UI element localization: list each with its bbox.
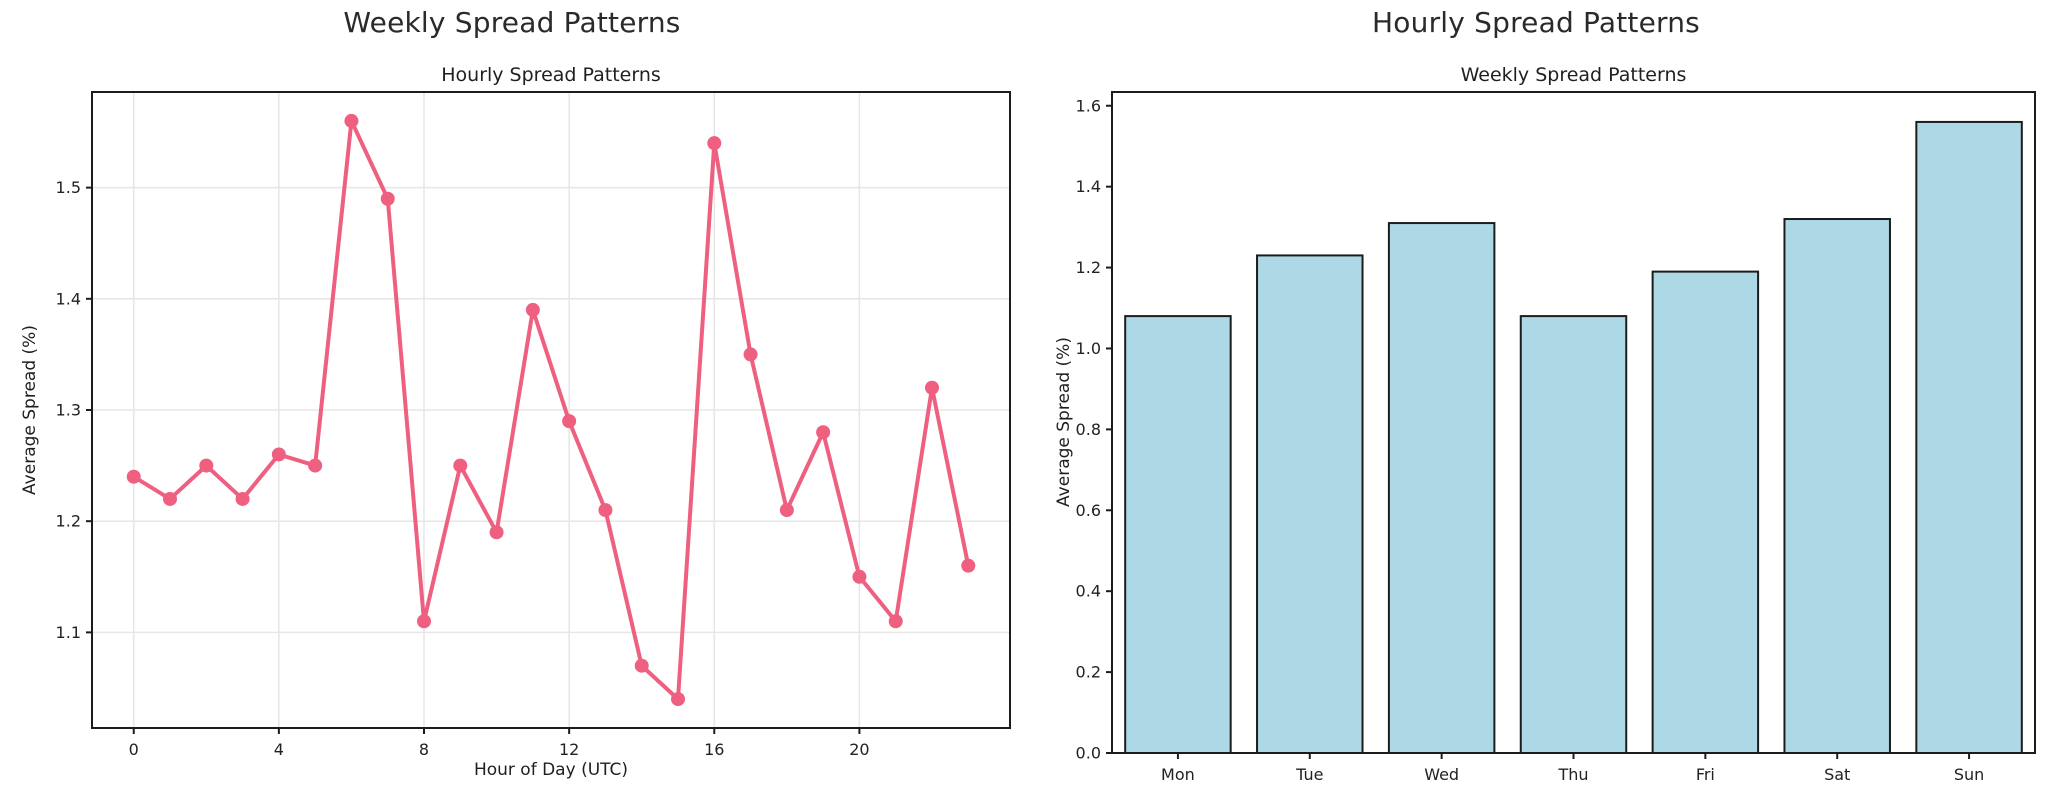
data-point-hour-17 bbox=[743, 347, 758, 362]
y-tick-label: 0.8 bbox=[1076, 420, 1101, 439]
data-point-hour-22 bbox=[924, 380, 939, 395]
x-tick-label: Fri bbox=[1696, 765, 1715, 784]
x-tick-label: Wed bbox=[1424, 765, 1459, 784]
data-point-hour-19 bbox=[816, 425, 831, 440]
y-tick-label: 1.4 bbox=[1076, 177, 1101, 196]
data-point-hour-2 bbox=[199, 458, 214, 473]
y-tick-label: 1.6 bbox=[1076, 96, 1101, 115]
left-chart-plot-area: 0 4 8 12 16 20 1.1 1.2 1.3 1.4 1.5 bbox=[56, 91, 1011, 759]
weekly-spread-bar-chart-panel: Hourly Spread Patterns Weekly Spread Pat… bbox=[1024, 0, 2048, 812]
data-point-hour-18 bbox=[779, 503, 794, 518]
data-point-hour-14 bbox=[634, 658, 649, 673]
y-tick-label: 0.2 bbox=[1076, 663, 1101, 682]
x-tick-label: 16 bbox=[704, 740, 724, 759]
right-chart-axes-title: Weekly Spread Patterns bbox=[1460, 64, 1687, 86]
data-point-hour-4 bbox=[271, 447, 286, 462]
data-point-hour-8 bbox=[417, 614, 432, 629]
x-tick-label: Tue bbox=[1295, 765, 1323, 784]
y-tick-label: 1.4 bbox=[56, 289, 81, 308]
data-point-hour-13 bbox=[598, 503, 613, 518]
y-tick-label: 1.1 bbox=[56, 623, 81, 642]
x-tick-label: 12 bbox=[559, 740, 579, 759]
bar-wed bbox=[1387, 222, 1496, 754]
x-tick-label: Thu bbox=[1557, 765, 1588, 784]
x-tick-label: Sun bbox=[1954, 765, 1984, 784]
left-chart-suptitle: Weekly Spread Patterns bbox=[343, 6, 681, 39]
y-tick-label: 1.3 bbox=[56, 401, 81, 420]
data-point-hour-11 bbox=[525, 302, 540, 317]
data-point-hour-12 bbox=[562, 414, 577, 429]
right-chart-suptitle: Hourly Spread Patterns bbox=[1372, 6, 1700, 39]
bar-sun bbox=[1915, 120, 2023, 755]
bar-tue bbox=[1256, 254, 1364, 754]
data-point-hour-0 bbox=[126, 469, 141, 484]
data-point-hour-16 bbox=[707, 136, 722, 151]
y-tick-label: 0.6 bbox=[1076, 501, 1101, 520]
data-point-hour-3 bbox=[235, 491, 250, 506]
data-point-hour-23 bbox=[961, 558, 976, 573]
y-tick-label: 1.2 bbox=[56, 512, 81, 531]
bar-fri bbox=[1651, 270, 1760, 754]
y-tick-label: 0.0 bbox=[1076, 744, 1101, 763]
y-tick-label: 1.2 bbox=[1076, 258, 1101, 277]
bar-sat bbox=[1783, 218, 1891, 754]
data-point-hour-15 bbox=[670, 692, 685, 707]
data-point-hour-7 bbox=[380, 191, 395, 206]
x-tick-label: 8 bbox=[419, 740, 429, 759]
bar-mon bbox=[1124, 315, 1232, 754]
data-point-hour-5 bbox=[308, 458, 323, 473]
data-point-hour-20 bbox=[852, 569, 867, 584]
left-chart-axes-title: Hourly Spread Patterns bbox=[441, 64, 661, 86]
x-tick-label: 20 bbox=[849, 740, 869, 759]
y-tick-label: 1.0 bbox=[1076, 339, 1101, 358]
left-chart-x-axis-label: Hour of Day (UTC) bbox=[473, 760, 629, 780]
x-tick-label: 0 bbox=[129, 740, 139, 759]
y-tick-label: 0.4 bbox=[1076, 582, 1101, 601]
x-tick-label: Mon bbox=[1161, 765, 1195, 784]
y-tick-label: 1.5 bbox=[56, 178, 81, 197]
data-point-hour-1 bbox=[163, 491, 178, 506]
spread-line-series bbox=[131, 118, 971, 702]
bar-thu bbox=[1519, 315, 1628, 754]
data-point-hour-21 bbox=[888, 614, 903, 629]
x-tick-label: Sat bbox=[1824, 765, 1850, 784]
data-point-hour-10 bbox=[489, 525, 504, 540]
right-chart-plot-area: Mon Tue Wed Thu Fri Sat Sun 0.0 0.2 0.4 0.6 0.8 1.0 1… bbox=[1076, 91, 2036, 784]
hourly-spread-line-chart-panel: Weekly Spread Patterns Hourly Spread Pat… bbox=[20, 6, 1011, 780]
data-point-hour-9 bbox=[453, 458, 468, 473]
x-tick-label: 4 bbox=[274, 740, 284, 759]
data-point-hour-6 bbox=[344, 113, 359, 128]
